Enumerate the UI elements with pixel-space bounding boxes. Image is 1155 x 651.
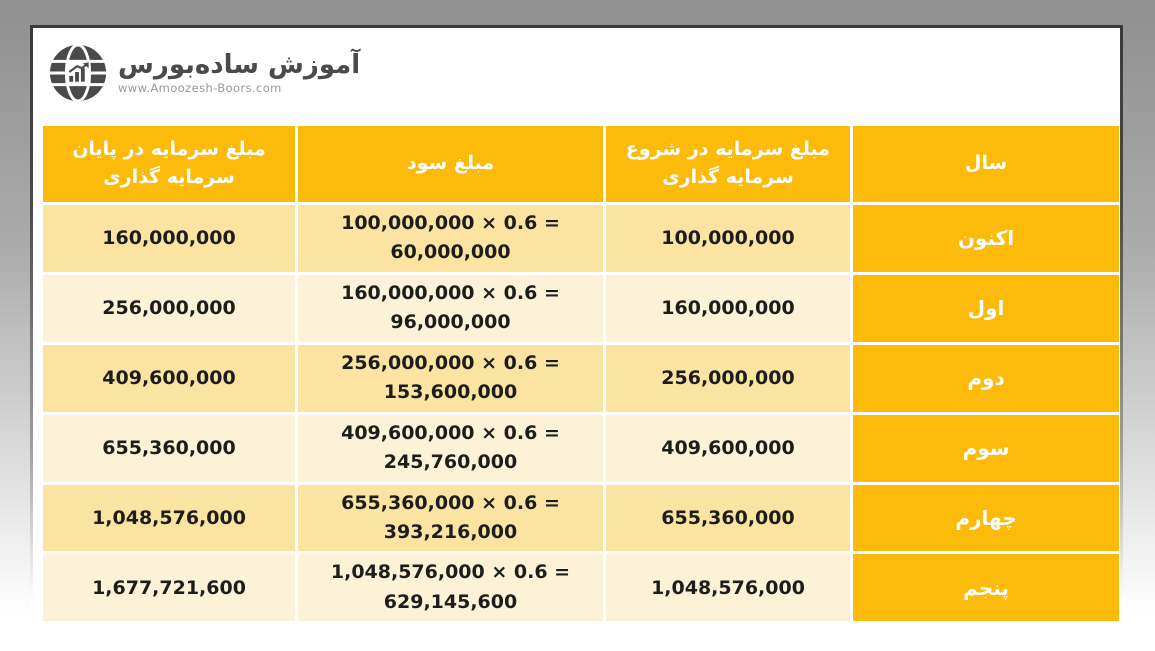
profit-formula: 100,000,000 × 0.6 =: [341, 212, 560, 234]
profit-cell: 256,000,000 × 0.6 = 153,600,000: [298, 344, 603, 412]
profit-value: 96,000,000: [390, 311, 511, 334]
year-cell: پنجم: [853, 554, 1119, 622]
table-row: چهارم 655,360,000 655,360,000 × 0.6 = 39…: [43, 484, 1119, 552]
header-year: سال: [853, 126, 1119, 202]
header-profit: مبلغ سود: [298, 126, 603, 202]
year-cell: دوم: [853, 344, 1119, 412]
profit-formula: 256,000,000 × 0.6 =: [341, 351, 560, 374]
globe-chart-icon: [49, 43, 107, 103]
content-panel: آموزش ساده‌بورس www.Amoozesh-Boors.com س…: [30, 25, 1123, 628]
start-capital-cell: 160,000,000: [606, 274, 850, 342]
start-capital-cell: 256,000,000: [606, 344, 850, 412]
profit-value: 245,760,000: [383, 451, 518, 474]
profit-value: 629,145,600: [383, 590, 518, 613]
table-row: سوم 409,600,000 409,600,000 × 0.6 = 245,…: [43, 414, 1119, 482]
header-end-capital: مبلغ سرمایه در پایان سرمایه گذاری: [43, 126, 295, 202]
start-capital-cell: 100,000,000: [606, 205, 850, 272]
start-capital-cell: 655,360,000: [606, 484, 850, 552]
year-cell: اول: [853, 274, 1119, 342]
profit-value: 393,216,000: [383, 520, 518, 543]
logo-text-block: آموزش ساده‌بورس www.Amoozesh-Boors.com: [118, 51, 360, 95]
brand-url: www.Amoozesh-Boors.com: [118, 80, 282, 95]
end-capital-cell: 1,677,721,600: [43, 554, 295, 622]
profit-cell: 409,600,000 × 0.6 = 245,760,000: [298, 414, 603, 482]
profit-cell: 1,048,576,000 × 0.6 = 629,145,600: [298, 554, 603, 622]
profit-value: 60,000,000: [390, 241, 511, 264]
start-capital-cell: 409,600,000: [606, 414, 850, 482]
end-capital-cell: 1,048,576,000: [43, 484, 295, 552]
profit-formula: 1,048,576,000 × 0.6 =: [330, 561, 571, 584]
end-capital-cell: 256,000,000: [43, 274, 295, 342]
table-row: اول 160,000,000 160,000,000 × 0.6 = 96,0…: [43, 274, 1119, 342]
profit-cell: 160,000,000 × 0.6 = 96,000,000: [298, 274, 603, 342]
table-row: دوم 256,000,000 256,000,000 × 0.6 = 153,…: [43, 344, 1119, 412]
table-row: اکنون 100,000,000 100,000,000 × 0.6 = 60…: [43, 205, 1119, 272]
start-capital-cell: 1,048,576,000: [606, 554, 850, 622]
profit-formula: 160,000,000 × 0.6 =: [341, 281, 560, 304]
year-cell: اکنون: [853, 205, 1119, 272]
profit-formula: 409,600,000 × 0.6 =: [341, 421, 560, 444]
end-capital-cell: 160,000,000: [43, 205, 295, 272]
end-capital-cell: 409,600,000: [43, 344, 295, 412]
brand-name: آموزش ساده‌بورس: [118, 50, 361, 81]
table-header-row: سال مبلغ سرمایه در شروع سرمایه گذاری مبل…: [43, 126, 1119, 202]
end-capital-cell: 655,360,000: [43, 414, 295, 482]
table-row: پنجم 1,048,576,000 1,048,576,000 × 0.6 =…: [43, 554, 1119, 622]
site-logo: آموزش ساده‌بورس www.Amoozesh-Boors.com: [47, 42, 360, 104]
compound-interest-table: سال مبلغ سرمایه در شروع سرمایه گذاری مبل…: [40, 123, 1122, 624]
year-cell: چهارم: [853, 484, 1119, 552]
profit-cell: 100,000,000 × 0.6 = 60,000,000: [298, 205, 603, 272]
profit-formula: 655,360,000 × 0.6 =: [341, 491, 560, 514]
header-start-capital: مبلغ سرمایه در شروع سرمایه گذاری: [606, 126, 850, 202]
profit-value: 153,600,000: [383, 381, 518, 404]
profit-cell: 655,360,000 × 0.6 = 393,216,000: [298, 484, 603, 552]
year-cell: سوم: [853, 414, 1119, 482]
